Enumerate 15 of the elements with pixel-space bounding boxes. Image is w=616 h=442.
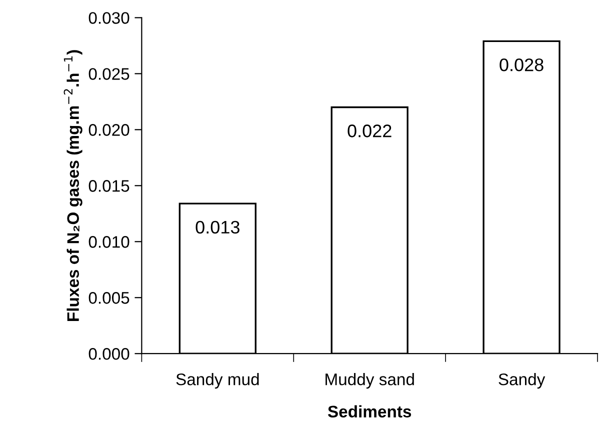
- y-tick-label: 0.000: [88, 348, 130, 360]
- data-label: 0.028: [500, 58, 544, 72]
- x-tick-label: Sandy: [498, 373, 546, 389]
- x-axis-title: Sediments: [328, 405, 412, 418]
- x-tick-label: Muddy sand: [326, 373, 414, 389]
- y-tick-label: 0.030: [88, 12, 130, 24]
- data-label: 0.013: [196, 220, 240, 234]
- y-tick-label: 0.015: [88, 180, 130, 192]
- y-tick-label: 0.020: [88, 124, 130, 136]
- x-tick-label: Sandy mud: [176, 373, 259, 389]
- y-axis-title: Fluxes of N₂O gases (mg.m$^{−2}$.h$^{−1}$): [64, 50, 82, 321]
- y-tick-label: 0.005: [88, 292, 130, 304]
- y-tick-label: 0.010: [88, 236, 130, 248]
- data-label: 0.022: [348, 124, 392, 138]
- y-tick-label: 0.025: [88, 68, 130, 80]
